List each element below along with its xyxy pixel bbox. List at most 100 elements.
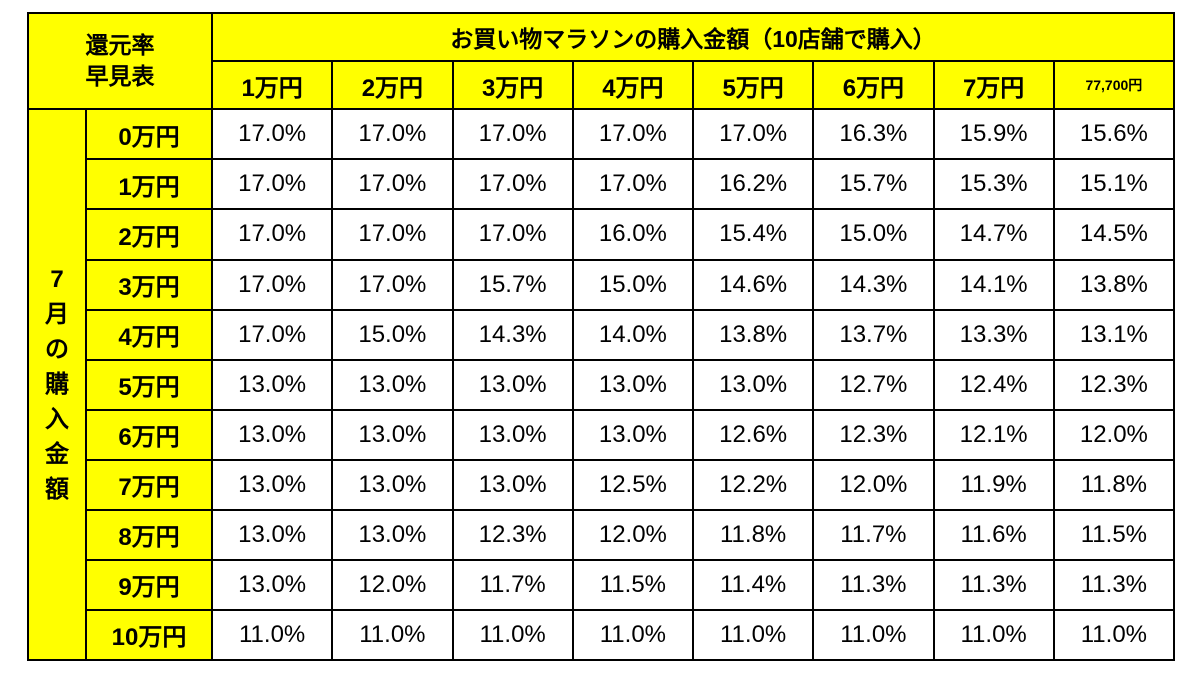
row-header: 4万円 [85,308,213,361]
rate-cell: 17.0% [210,158,334,211]
row-header: 6万円 [85,408,213,461]
corner-cell: 還元率 早見表 [27,11,213,111]
rate-cell: 17.0% [451,108,574,161]
table-row: 9万円 13.0% 12.0% 11.7% 11.5% 11.4% 11.3% 11.3% 11… [28,558,1176,611]
header-row-top: 還元率 早見表 お買い物マラソンの購入金額（10店舗で購入） [27,11,1175,111]
rate-cell: 17.0% [331,208,454,261]
rate-cell: 13.0% [331,458,454,511]
rate-cell: 12.3% [451,508,574,561]
rate-cell: 14.0% [571,308,695,361]
table-row: 7万円 13.0% 13.0% 13.0% 12.5% 12.2% 12.0% 11.9% 11… [28,458,1176,511]
rate-cell: 17.0% [331,158,454,211]
rate-cell: 15.7% [812,158,935,211]
rate-cell: 11.3% [932,558,1055,611]
rate-cell: 13.0% [210,508,334,561]
rate-cell: 12.0% [812,458,935,511]
rate-cell: 13.8% [1052,258,1176,311]
column-header: 4万円 [571,60,695,111]
rate-cell: 11.4% [691,558,815,611]
rate-cell: 13.0% [210,358,334,411]
rate-cell: 13.8% [691,308,815,361]
row-header: 8万円 [85,508,213,561]
rate-cell: 11.0% [812,608,935,662]
rate-cell: 12.3% [812,408,935,461]
rate-cell: 17.0% [451,208,574,261]
rate-cell: 17.0% [571,108,695,161]
row-header: 7万円 [85,458,213,511]
rate-cell: 11.5% [1052,508,1176,561]
rate-cell: 11.8% [691,508,815,561]
rate-cell: 17.0% [331,108,454,161]
rate-cell: 11.0% [691,608,815,662]
row-header: 3万円 [85,258,213,311]
rate-cell: 13.0% [571,358,695,411]
rate-cell: 12.0% [571,508,695,561]
rate-cell: 15.7% [451,258,574,311]
row-header: 0万円 [85,108,213,161]
table-row: 10万円 11.0% 11.0% 11.0% 11.0% 11.0% 11.0% 11.0% 1… [28,608,1176,662]
rate-cell: 11.8% [1052,458,1176,511]
rate-cell: 11.7% [451,558,574,611]
table-row: 7 月の購入金額 0万円 17.0% 17.0% 17.0% 17.0% 17.0% 16.3%… [27,108,1176,661]
table-row: 8万円 13.0% 13.0% 12.3% 12.0% 11.8% 11.7% 11.6% 11… [28,508,1176,561]
rate-cell: 13.0% [210,408,334,461]
rate-cell: 11.3% [1052,558,1176,611]
rate-cell: 13.7% [812,308,935,361]
side-label-char: 購 [45,371,69,399]
rate-cell: 17.0% [691,108,815,161]
row-header: 10万円 [85,608,213,662]
rate-cell: 11.7% [812,508,935,561]
rate-cell: 17.0% [210,308,334,361]
table-row: 1万円 17.0% 17.0% 17.0% 17.0% 16.2% 15.7% 15.3% 15… [28,158,1176,211]
rate-cell: 16.3% [812,108,935,161]
column-header: 3万円 [451,60,574,111]
rate-cell: 14.3% [812,258,935,311]
rate-cell: 12.4% [932,358,1055,411]
rate-cell: 13.0% [210,458,334,511]
table-row: 4万円 17.0% 15.0% 14.3% 14.0% 13.8% 13.7% 13.3% 13… [28,308,1176,361]
rate-cell: 13.0% [451,408,574,461]
table-row: 5万円 13.0% 13.0% 13.0% 13.0% 13.0% 12.7% 12.4% 12… [28,358,1176,411]
rate-cell: 11.3% [812,558,935,611]
rate-cell: 11.5% [571,558,695,611]
side-label-char: 7 [50,266,64,294]
rate-cell: 12.1% [932,408,1055,461]
rate-cell: 13.0% [451,458,574,511]
rate-cell: 13.0% [571,408,695,461]
main-header: お買い物マラソンの購入金額（10店舗で購入） [211,11,1175,63]
side-label-char: 額 [45,476,69,504]
table-row: 3万円 17.0% 17.0% 15.7% 15.0% 14.6% 14.3% 14.1% 13… [28,258,1176,311]
column-header: 7万円 [932,60,1055,111]
rate-cell: 17.0% [210,108,334,161]
rate-cell: 14.5% [1052,208,1176,261]
rate-cell: 15.0% [331,308,454,361]
side-label: 7 月の購入金額 [27,108,87,661]
column-header: 1万円 [210,60,334,111]
side-label-char: 月 [45,301,69,329]
rate-cell: 11.0% [210,608,334,662]
rate-cell: 13.0% [451,358,574,411]
rate-cell: 13.1% [1052,308,1176,361]
rate-cell: 15.0% [571,258,695,311]
rate-cell: 15.9% [932,108,1055,161]
rate-cell: 13.0% [210,558,334,611]
side-label-char: の [45,336,69,364]
rate-cell: 11.0% [451,608,574,662]
rate-cell: 13.0% [331,408,454,461]
rate-cell: 16.0% [571,208,695,261]
rate-cell: 17.0% [210,258,334,311]
corner-title-line2: 早見表 [85,63,155,90]
rate-cell: 14.7% [932,208,1055,261]
rate-cell: 15.3% [932,158,1055,211]
rate-cell: 13.0% [331,358,454,411]
rate-cell: 17.0% [331,258,454,311]
column-header: 77,700円 [1052,60,1176,111]
side-label-char: 入 [45,406,69,434]
rate-cell: 11.9% [932,458,1055,511]
rate-cell: 15.4% [691,208,815,261]
corner-title-line1: 還元率 [85,32,155,59]
column-header: 5万円 [691,60,815,111]
rate-cell: 14.3% [451,308,574,361]
rate-cell: 11.0% [1052,608,1176,662]
row-header: 9万円 [85,558,213,611]
